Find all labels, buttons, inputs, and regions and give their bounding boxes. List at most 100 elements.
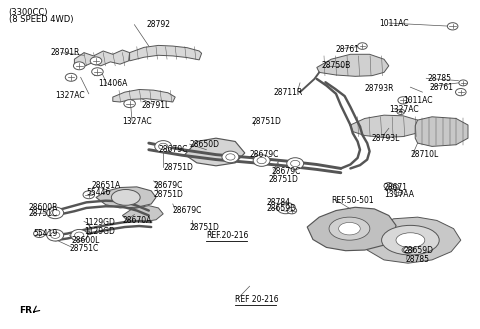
Text: 1317AA: 1317AA <box>384 190 414 199</box>
Ellipse shape <box>456 89 466 96</box>
Text: (8 SPEED 4WD): (8 SPEED 4WD) <box>9 15 73 24</box>
Ellipse shape <box>396 233 425 247</box>
Polygon shape <box>307 207 396 251</box>
Text: 1327AC: 1327AC <box>389 105 419 114</box>
Polygon shape <box>317 54 389 76</box>
Ellipse shape <box>222 151 239 163</box>
Ellipse shape <box>257 157 266 164</box>
Ellipse shape <box>124 100 135 108</box>
Text: 28751D: 28751D <box>163 163 193 172</box>
Ellipse shape <box>50 232 60 239</box>
Text: 11406A: 11406A <box>98 79 128 89</box>
Ellipse shape <box>47 229 64 241</box>
Ellipse shape <box>402 247 414 253</box>
Ellipse shape <box>459 80 468 86</box>
Text: 28671: 28671 <box>384 183 408 192</box>
Text: (3300CC): (3300CC) <box>9 8 48 17</box>
Text: 28751D: 28751D <box>190 222 219 232</box>
Text: 28791L: 28791L <box>142 101 170 110</box>
Text: 28659D: 28659D <box>403 245 433 255</box>
Text: 28792: 28792 <box>146 20 170 29</box>
Text: 28751D: 28751D <box>252 117 282 126</box>
Ellipse shape <box>394 190 403 195</box>
Ellipse shape <box>382 225 439 255</box>
Polygon shape <box>360 217 461 263</box>
Ellipse shape <box>71 229 88 241</box>
Ellipse shape <box>398 97 408 104</box>
Ellipse shape <box>253 155 270 166</box>
Text: 28793L: 28793L <box>372 134 400 143</box>
Text: 28710L: 28710L <box>410 150 439 159</box>
Text: 55419: 55419 <box>34 229 58 238</box>
Ellipse shape <box>281 205 290 211</box>
Text: 28785: 28785 <box>427 74 451 84</box>
Ellipse shape <box>111 190 140 205</box>
Text: 28679C: 28679C <box>173 206 202 215</box>
Text: 28679C: 28679C <box>250 150 279 159</box>
Polygon shape <box>122 206 163 222</box>
Text: FR.: FR. <box>19 306 36 315</box>
Text: 28751C: 28751C <box>70 244 99 253</box>
Text: 28711R: 28711R <box>274 88 303 97</box>
Ellipse shape <box>47 207 64 219</box>
Text: 28659D: 28659D <box>266 204 297 214</box>
Polygon shape <box>96 187 156 208</box>
Polygon shape <box>113 89 175 102</box>
Text: 28600R: 28600R <box>29 203 58 212</box>
Ellipse shape <box>404 247 412 253</box>
Text: 1011AC: 1011AC <box>403 96 432 105</box>
Ellipse shape <box>155 140 172 152</box>
Text: 28751D: 28751D <box>154 190 183 199</box>
Text: 1129GD: 1129GD <box>84 227 115 237</box>
Text: 28785: 28785 <box>406 255 430 265</box>
Polygon shape <box>350 115 422 138</box>
Text: 1327AC: 1327AC <box>55 91 85 100</box>
Text: 28791R: 28791R <box>50 48 80 57</box>
Text: 28679C: 28679C <box>158 145 188 154</box>
Text: 28761: 28761 <box>336 45 360 54</box>
Ellipse shape <box>397 109 405 114</box>
Text: REF.50-501: REF.50-501 <box>331 196 374 205</box>
Text: 28784: 28784 <box>266 198 290 207</box>
Text: 1327AC: 1327AC <box>122 117 152 126</box>
Text: 28793R: 28793R <box>365 84 394 93</box>
Text: 28650D: 28650D <box>190 140 220 149</box>
Ellipse shape <box>226 154 235 160</box>
Text: REF.20-216: REF.20-216 <box>206 231 249 240</box>
Text: 28750B: 28750B <box>322 61 351 70</box>
Ellipse shape <box>339 222 360 235</box>
Ellipse shape <box>83 191 95 199</box>
Ellipse shape <box>74 232 84 239</box>
Ellipse shape <box>65 73 77 81</box>
Polygon shape <box>415 117 468 146</box>
Ellipse shape <box>90 57 102 65</box>
Text: 28679C: 28679C <box>271 166 300 176</box>
Text: 28761: 28761 <box>430 83 454 92</box>
Ellipse shape <box>287 158 304 169</box>
Ellipse shape <box>158 143 168 150</box>
Text: 55446: 55446 <box>86 188 111 197</box>
Ellipse shape <box>329 217 370 240</box>
Ellipse shape <box>447 23 458 30</box>
Ellipse shape <box>277 202 294 214</box>
Text: 28651A: 28651A <box>91 181 120 190</box>
Text: 28751D: 28751D <box>269 175 299 184</box>
Text: 1129GD: 1129GD <box>84 217 115 227</box>
Text: 28600L: 28600L <box>72 236 100 245</box>
Ellipse shape <box>358 43 367 49</box>
Ellipse shape <box>290 160 300 167</box>
Ellipse shape <box>391 184 399 190</box>
Polygon shape <box>74 50 130 67</box>
Polygon shape <box>185 138 245 166</box>
Ellipse shape <box>34 230 45 238</box>
Text: 28679C: 28679C <box>154 181 183 190</box>
Ellipse shape <box>384 183 394 189</box>
Ellipse shape <box>73 62 85 70</box>
Polygon shape <box>94 69 102 76</box>
Text: 28751C: 28751C <box>29 209 58 218</box>
Ellipse shape <box>92 68 103 76</box>
Polygon shape <box>130 45 202 61</box>
Text: REF 20-216: REF 20-216 <box>235 295 279 304</box>
Text: 28670A: 28670A <box>122 216 152 225</box>
Ellipse shape <box>50 210 60 216</box>
